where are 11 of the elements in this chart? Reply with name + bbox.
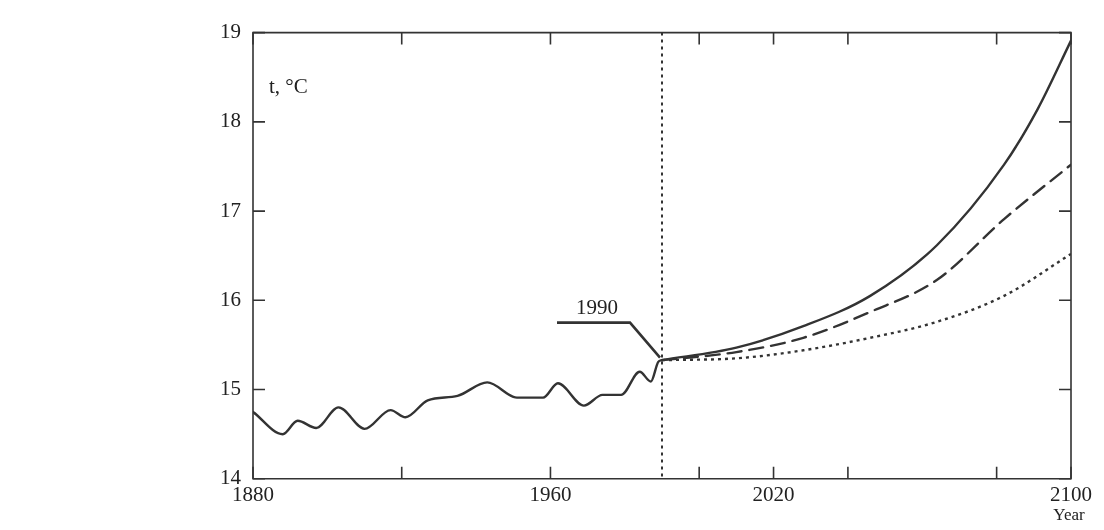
y-tick-label: 17 xyxy=(220,197,241,222)
y-tick-label: 16 xyxy=(220,286,241,311)
x-tick-label: 2100 xyxy=(1050,481,1092,506)
y-tick-label: 18 xyxy=(220,108,241,133)
ref-line-label: 1990 xyxy=(576,294,618,319)
y-tick-label: 19 xyxy=(220,19,241,44)
y-tick-label: 15 xyxy=(220,376,241,401)
x-tick-label: 2020 xyxy=(752,481,795,506)
y-axis-title: t, °C xyxy=(269,74,308,99)
x-axis-title: Year xyxy=(1053,504,1085,524)
x-tick-label: 1960 xyxy=(529,481,572,506)
